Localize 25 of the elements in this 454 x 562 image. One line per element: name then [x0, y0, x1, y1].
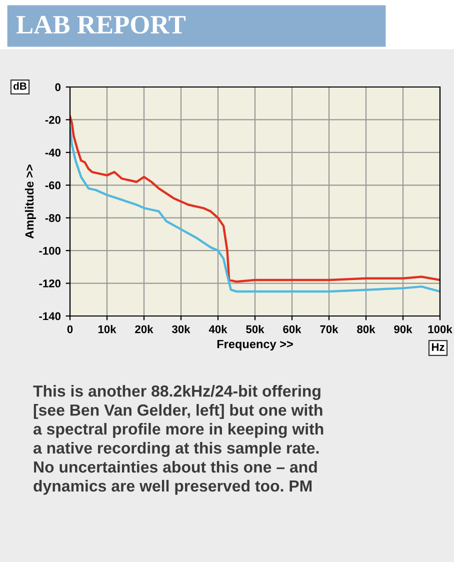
y-tick-label: -20 [45, 116, 61, 124]
x-axis-title: Frequency >> [217, 340, 293, 351]
y-tick-label: -140 [39, 312, 61, 320]
y-tick-label: -40 [45, 148, 61, 157]
x-tick-label: 40k [208, 325, 228, 334]
x-tick-label: 90k [394, 325, 412, 334]
text: This is another 88.2kHz/24-bit offering [see Ben Van Gelder, left] but one with a spectral profile more in keeping with a native recording at this sample rate. No uncertainties about this one – and dynamics are well preserved too. PM [33, 385, 324, 495]
text: Hz [432, 343, 444, 351]
x-tick-label: 10k [98, 325, 116, 334]
y-tick-label: -60 [45, 181, 61, 190]
x-tick-label: 50k [246, 325, 264, 334]
chart-title: LAB REPORT [16, 16, 186, 34]
x-tick-label: 80k [357, 325, 376, 334]
x-tick-label: 0 [67, 325, 73, 334]
y-tick-label: 0 [55, 83, 61, 92]
y-tick-label: -100 [39, 246, 61, 255]
y-axis-title: Amplitude >> [24, 164, 36, 239]
x-tick-label: 60k [283, 325, 302, 334]
text: dB [13, 82, 26, 90]
y-tick-label: -120 [39, 280, 61, 288]
x-tick-label: 20k [135, 325, 154, 334]
y-tick-label: -80 [45, 214, 61, 222]
x-tick-label: 70k [320, 325, 338, 334]
x-tick-label: 100k [428, 325, 452, 334]
x-tick-label: 30k [172, 325, 190, 334]
